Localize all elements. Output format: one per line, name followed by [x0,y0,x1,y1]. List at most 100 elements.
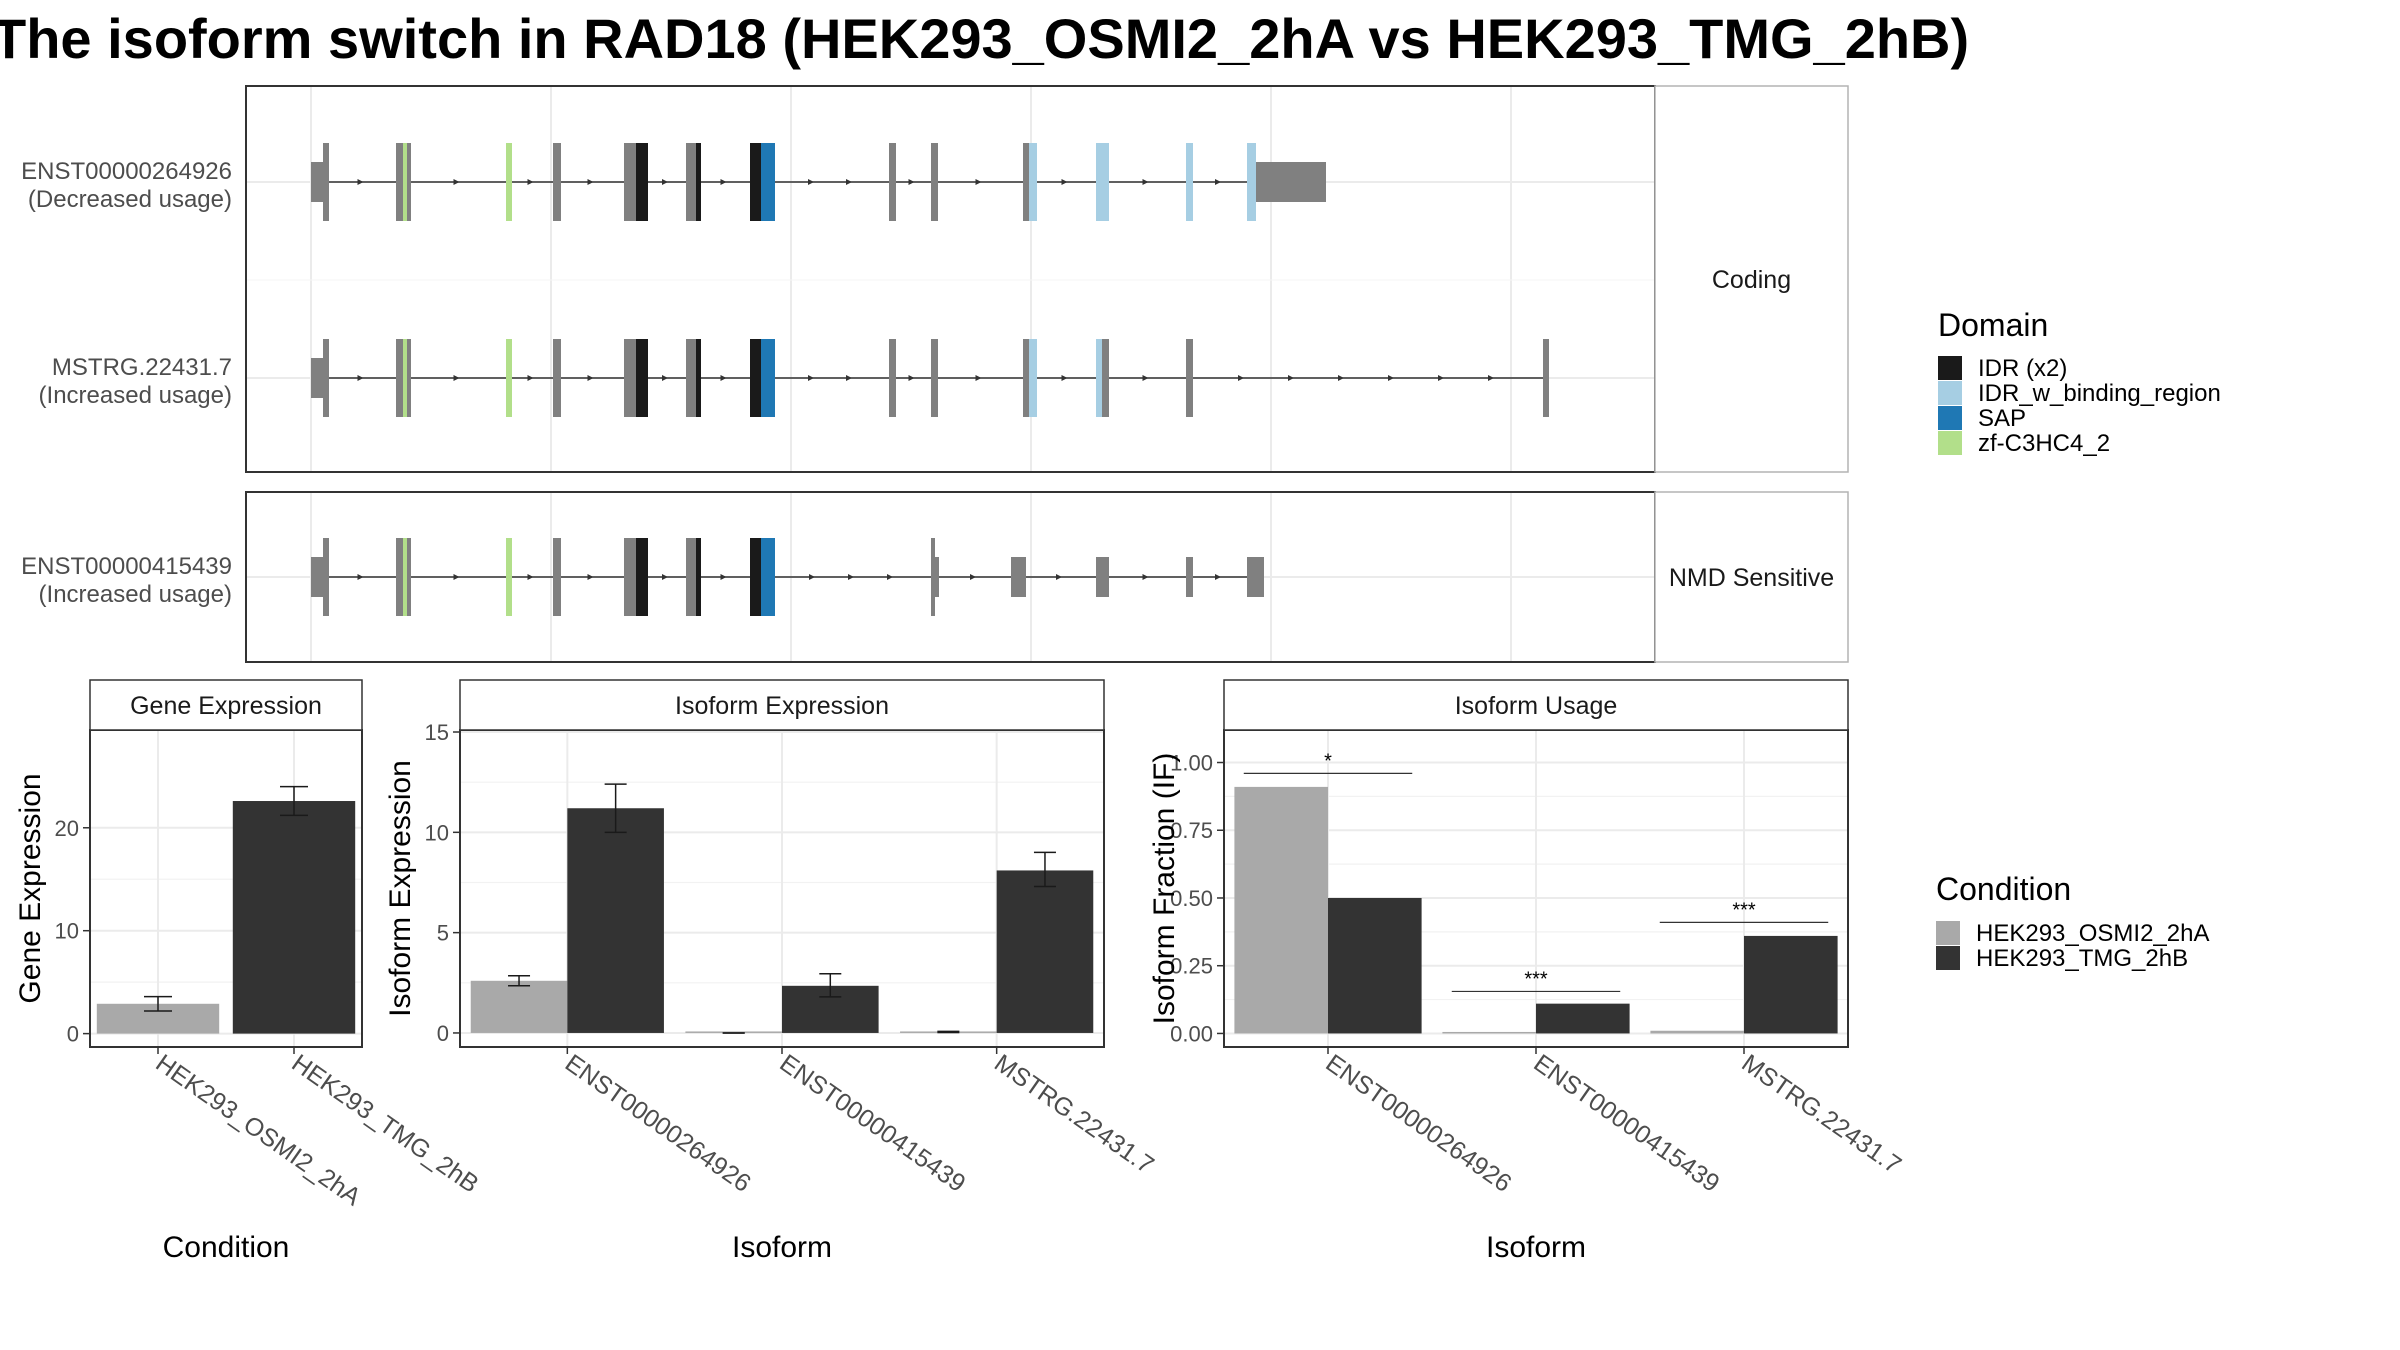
exon-domain-segment [506,339,512,417]
facet-strip [1223,679,1849,731]
bar [1744,935,1838,1034]
bar [232,801,356,1034]
facet-strip [1654,491,1849,663]
y-tick-label: 0 [67,1022,79,1047]
intron-arrow [975,179,982,185]
facet-strip [89,679,363,731]
x-tick-label: MSTRG.22431.7 [989,1049,1159,1180]
transcript-structure-panels: ENST00000264926(Decreased usage) MSTRG.22… [21,85,1849,663]
domain-legend-key [1938,381,1962,405]
exon-domain-segment [1096,143,1109,221]
y-tick-label: 20 [55,816,79,841]
intron-arrow [662,375,668,381]
intron-arrow [846,179,852,185]
intron-arrow [662,574,668,580]
intron-arrow [970,574,976,580]
condition-legend-label: HEK293_OSMI2_2hA [1976,920,2209,947]
intron-arrow [808,375,814,381]
exon-segment [1102,339,1109,417]
significance-label: * [1324,750,1332,772]
exon-segment [553,538,561,616]
y-axis-title: Isoform Fraction (IF) [1148,753,1181,1025]
y-tick-label: 10 [425,820,449,845]
y-tick-label: 10 [55,919,79,944]
intron-arrow [720,574,727,580]
intron-arrow [357,179,364,185]
intron-arrow [527,574,534,580]
y-tick-label: 0.25 [1170,954,1213,979]
intron-arrow [1142,574,1149,580]
exon-domain-segment [1029,339,1037,417]
x-tick-label: ENST00000415439 [1529,1049,1725,1198]
domain-legend-label: SAP [1978,405,2026,432]
intron-arrow [908,375,915,381]
intron-arrow [1061,375,1068,381]
bar [567,808,664,1033]
exon-segment [1023,143,1029,221]
facet-strip-label: Isoform Expression [675,692,889,720]
intron-arrow [808,179,814,185]
transcript-name-label: ENST00000415439 [21,553,232,580]
exon-segment [1543,339,1549,417]
intron-arrow [587,574,594,580]
bar [1536,1003,1630,1034]
exon-domain-segment [506,143,512,221]
domain-legend-key [1938,406,1962,430]
exon-segment [624,538,636,616]
intron-arrow [357,574,364,580]
exon-domain-segment [750,538,761,616]
domain-legend-key [1938,356,1962,380]
domain-legend-label: IDR_w_binding_region [1978,380,2221,407]
exon-domain-segment [1186,143,1193,221]
intron-arrow [527,375,534,381]
condition-legend-key [1936,921,1960,945]
y-tick-label: 0.50 [1170,886,1213,911]
exon-segment [1186,339,1193,417]
exon-domain-segment [761,538,775,616]
exon-segment [1247,557,1264,597]
intron-arrow [720,179,727,185]
y-tick-label: 1.00 [1170,751,1213,776]
intron-arrow [1438,375,1444,381]
x-tick-label: ENST00000415439 [775,1049,971,1198]
bar [470,980,568,1033]
exon-segment [1256,162,1326,202]
domain-legend-label: zf-C3HC4_2 [1978,430,2110,457]
exon-segment [396,339,403,417]
intron-arrow [1142,375,1149,381]
bar [1234,786,1328,1034]
exon-segment [553,339,561,417]
exon-segment [889,143,896,221]
intron-arrow [848,574,854,580]
exon-domain-segment [636,339,648,417]
exon-domain-segment [1096,339,1102,417]
intron-arrow [1288,375,1294,381]
intron-arrow [1061,179,1068,185]
exon-domain-segment [636,538,648,616]
exon-domain-segment [761,143,775,221]
exon-domain-segment [750,339,761,417]
intron-arrow [846,375,852,381]
exon-domain-segment [696,143,701,221]
exon-segment [1096,557,1109,597]
exon-segment [396,538,403,616]
structure-panel-1: ENST00000415439(Increased usage) NMD Sens… [21,491,1849,663]
bar-chart-panels: Gene Expression01020HEK293_OSMI2_2hAHEK2… [14,679,1907,1264]
intron-arrow [887,574,893,580]
domain-legend: Domain IDR (x2)IDR_w_binding_regionSAPzf-… [1938,307,2221,457]
intron-arrow [453,574,460,580]
intron-arrow [1488,375,1494,381]
y-tick-label: 0.00 [1170,1021,1213,1046]
intron-arrow [1215,574,1221,580]
structure-panel-bg [246,86,1655,472]
x-tick-label: ENST00000264926 [560,1049,756,1198]
exon-segment [889,339,896,417]
facet-strip [459,679,1105,731]
intron-arrow [1338,375,1344,381]
exon-domain-segment [761,339,775,417]
intron-arrow [453,179,460,185]
exon-segment [1023,339,1029,417]
exon-domain-segment [403,339,407,417]
x-tick-label: MSTRG.22431.7 [1737,1049,1907,1180]
